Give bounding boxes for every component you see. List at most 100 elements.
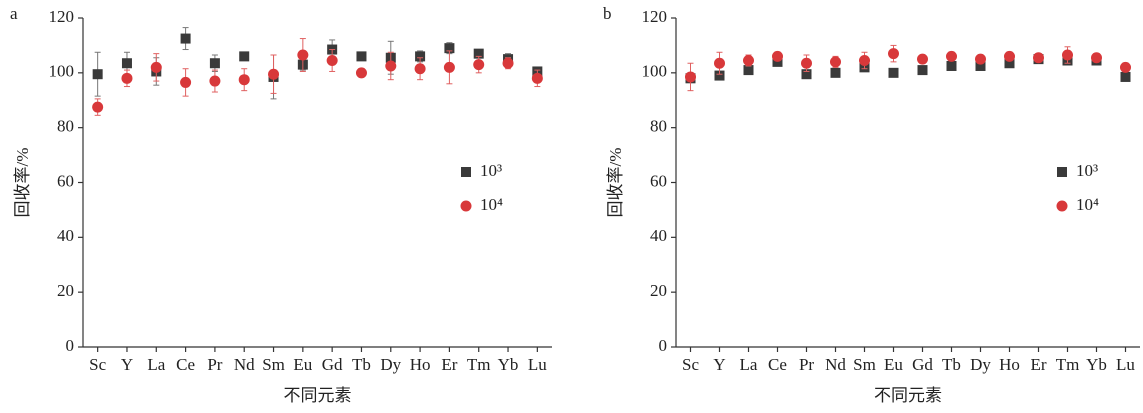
- legend-label: 10⁴: [480, 195, 503, 214]
- point: [801, 69, 812, 80]
- x-tick-label: Gd: [322, 355, 343, 374]
- point: [414, 63, 426, 75]
- point: [209, 58, 220, 69]
- point: [1004, 58, 1015, 69]
- point: [888, 48, 899, 60]
- point: [1062, 49, 1073, 61]
- point: [830, 67, 841, 78]
- x-axis-label: 不同元素: [874, 386, 942, 405]
- y-tick-label: 60: [650, 171, 667, 190]
- point: [714, 57, 725, 69]
- x-axis-label: 不同元素: [284, 386, 352, 405]
- legend-label: 10³: [1076, 161, 1098, 180]
- point: [946, 50, 957, 62]
- point: [743, 54, 754, 66]
- y-tick-label: 100: [642, 62, 668, 81]
- x-tick-label: Ho: [410, 355, 431, 374]
- legend-label: 10⁴: [1076, 195, 1099, 214]
- y-tick-label: 0: [659, 336, 668, 355]
- x-tick-label: Tb: [352, 355, 371, 374]
- point: [531, 72, 543, 84]
- point: [239, 51, 250, 62]
- y-tick-label: 0: [66, 336, 75, 355]
- y-tick-label: 120: [49, 7, 75, 26]
- x-tick-label: Eu: [884, 355, 903, 374]
- point: [385, 60, 397, 72]
- x-tick-label: Yb: [498, 355, 519, 374]
- y-tick-label: 80: [57, 117, 74, 136]
- y-axis-label: 回收率/%: [13, 148, 32, 218]
- point: [180, 76, 192, 88]
- x-tick-label: Nd: [825, 355, 846, 374]
- y-tick-label: 80: [650, 117, 667, 136]
- point: [473, 59, 485, 71]
- point: [685, 71, 696, 83]
- point: [92, 69, 103, 80]
- point: [444, 43, 455, 54]
- x-tick-label: Dy: [380, 355, 401, 374]
- x-tick-label: Yb: [1086, 355, 1107, 374]
- y-tick-label: 60: [57, 171, 74, 190]
- point: [180, 33, 191, 44]
- panel-label: b: [603, 4, 612, 23]
- legend-marker: [1056, 200, 1068, 212]
- x-tick-label: Er: [441, 355, 457, 374]
- panel-label: a: [10, 4, 18, 23]
- point: [473, 48, 484, 59]
- point: [415, 51, 426, 62]
- point: [268, 68, 280, 80]
- point: [1120, 71, 1131, 82]
- legend-label: 10³: [480, 161, 502, 180]
- point: [297, 49, 309, 61]
- legend-marker: [1057, 167, 1067, 177]
- point: [917, 65, 928, 76]
- x-tick-label: Ce: [768, 355, 787, 374]
- point: [443, 61, 455, 73]
- point: [502, 57, 514, 69]
- y-tick-label: 40: [650, 226, 667, 245]
- x-tick-label: Nd: [234, 355, 255, 374]
- y-tick-label: 100: [49, 62, 75, 81]
- x-tick-label: Tm: [467, 355, 491, 374]
- x-tick-label: Tm: [1056, 355, 1080, 374]
- y-tick-label: 40: [57, 226, 74, 245]
- legend-marker: [460, 200, 472, 212]
- point: [888, 67, 899, 78]
- point: [772, 50, 783, 62]
- x-tick-label: Pr: [207, 355, 222, 374]
- x-tick-label: Y: [713, 355, 725, 374]
- point: [859, 54, 870, 66]
- x-tick-label: Eu: [293, 355, 312, 374]
- point: [830, 56, 841, 68]
- point: [975, 53, 986, 65]
- x-tick-label: Sm: [262, 355, 285, 374]
- point: [946, 60, 957, 71]
- point: [326, 54, 338, 66]
- point: [1033, 52, 1044, 64]
- x-tick-label: Lu: [528, 355, 547, 374]
- point: [801, 57, 812, 69]
- point: [121, 58, 132, 69]
- x-tick-label: Gd: [912, 355, 933, 374]
- x-tick-label: La: [740, 355, 758, 374]
- x-tick-label: Sc: [682, 355, 699, 374]
- point: [355, 67, 367, 79]
- point: [121, 72, 133, 84]
- x-tick-label: Pr: [799, 355, 814, 374]
- point: [1120, 61, 1131, 73]
- point: [356, 51, 367, 62]
- point: [150, 61, 162, 73]
- point: [209, 75, 221, 87]
- point: [92, 101, 104, 113]
- x-tick-label: Ho: [999, 355, 1020, 374]
- point: [743, 65, 754, 76]
- x-tick-label: Sc: [89, 355, 106, 374]
- y-axis-label: 回收率/%: [606, 148, 625, 218]
- point: [1004, 50, 1015, 62]
- point: [975, 60, 986, 71]
- x-tick-label: Y: [121, 355, 133, 374]
- point: [238, 74, 250, 86]
- x-tick-label: Lu: [1116, 355, 1135, 374]
- x-tick-label: Er: [1030, 355, 1046, 374]
